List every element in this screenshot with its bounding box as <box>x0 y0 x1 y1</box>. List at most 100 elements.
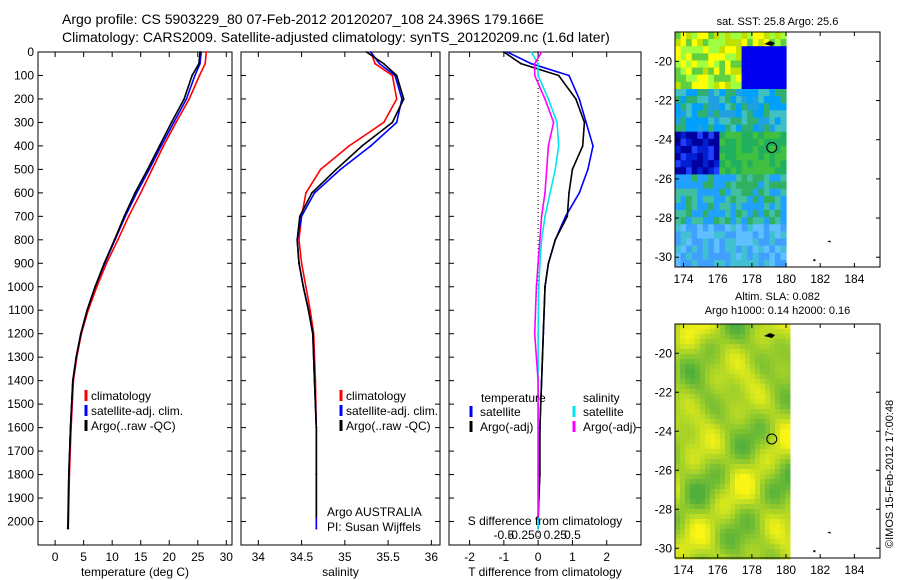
y-tick-label: 1300 <box>7 350 34 364</box>
map-cell <box>713 53 720 61</box>
x-tick-label: 35.5 <box>376 550 400 564</box>
map-cell <box>745 499 751 505</box>
map-cell <box>780 324 786 330</box>
map-cell <box>715 414 721 420</box>
data-point <box>537 515 539 518</box>
map-cell <box>765 369 771 375</box>
map-cell <box>745 419 751 425</box>
map-cell <box>725 479 731 485</box>
y-tick-label: -30 <box>655 541 673 555</box>
map-cell <box>775 349 781 355</box>
map-cell <box>710 409 716 415</box>
map-cell <box>740 339 746 345</box>
map-cell <box>686 39 693 47</box>
island-shape <box>764 41 776 46</box>
map-cell <box>755 424 761 430</box>
map-cell <box>675 224 682 232</box>
map-cell <box>760 369 766 375</box>
map-cell <box>758 110 765 118</box>
map-cell <box>720 429 726 435</box>
map-cell <box>740 479 746 485</box>
map-cell <box>725 96 732 104</box>
map-cell <box>719 245 726 254</box>
map-cell <box>780 479 786 485</box>
map-cell <box>715 544 721 550</box>
map-cell <box>752 138 759 147</box>
map-cell <box>705 364 711 370</box>
map-cell <box>765 479 771 485</box>
map-cell <box>745 389 751 395</box>
map-cell <box>769 167 776 175</box>
map-cell <box>741 188 748 197</box>
map-cell <box>745 324 751 330</box>
map-cell <box>700 334 706 340</box>
map-cell <box>719 259 726 268</box>
map-cell <box>780 46 787 54</box>
map-cell <box>715 394 721 400</box>
map-cells <box>675 32 787 268</box>
data-point <box>75 356 78 359</box>
map-cell <box>730 369 736 375</box>
map-cell <box>740 524 746 530</box>
map-cell <box>710 439 716 445</box>
map-cell <box>680 479 686 485</box>
map-cell <box>700 359 706 365</box>
map-cell <box>697 231 704 239</box>
map-cell <box>758 131 765 140</box>
map-cell <box>675 67 682 76</box>
map-cell <box>675 484 681 490</box>
map-cell <box>675 46 682 54</box>
map-cell <box>700 524 706 530</box>
map-cell <box>695 499 701 505</box>
map-cell <box>740 459 746 465</box>
map-cell <box>675 379 681 385</box>
y-tick-label: 800 <box>14 233 34 247</box>
data-point <box>382 121 385 124</box>
map-cell <box>758 259 765 268</box>
data-point <box>191 74 194 77</box>
map-cell <box>702 259 709 268</box>
map-cell <box>725 434 731 440</box>
map-cell <box>774 259 781 268</box>
map-cell <box>690 379 696 385</box>
map-cell <box>725 167 732 175</box>
x-tick-label: 182 <box>810 272 830 286</box>
data-point <box>315 527 318 530</box>
x-tick-label: 180 <box>776 563 796 577</box>
map-cell <box>775 429 781 435</box>
data-point <box>539 473 541 476</box>
map-cell <box>758 67 765 76</box>
map-cell <box>735 384 741 390</box>
map-cell <box>747 138 754 147</box>
map-cell <box>736 252 743 261</box>
map-cell <box>710 464 716 470</box>
map-cell <box>708 224 715 232</box>
map-cell <box>680 409 686 415</box>
map-cell <box>697 67 704 76</box>
map-cell <box>695 504 701 510</box>
map-cell <box>697 202 704 211</box>
map-cell <box>774 195 781 204</box>
map-cell <box>765 339 771 345</box>
map-cell <box>735 379 741 385</box>
map-cell <box>740 379 746 385</box>
map-cell <box>735 344 741 350</box>
map-cell <box>740 359 746 365</box>
map-cell <box>675 103 682 111</box>
map-cell <box>730 414 736 420</box>
x-tick-label: 178 <box>742 563 762 577</box>
map-cell <box>725 39 732 47</box>
map-cell <box>680 202 687 211</box>
map-cell <box>720 349 726 355</box>
map-cell <box>702 117 709 126</box>
map-cell <box>708 138 715 147</box>
map-cell <box>725 509 731 515</box>
map-cell <box>736 89 743 97</box>
map-cell <box>758 60 765 69</box>
data-point <box>568 74 570 77</box>
map-cell <box>730 409 736 415</box>
map-cell <box>695 359 701 365</box>
map-cell <box>780 339 786 345</box>
map-cell <box>775 494 781 500</box>
